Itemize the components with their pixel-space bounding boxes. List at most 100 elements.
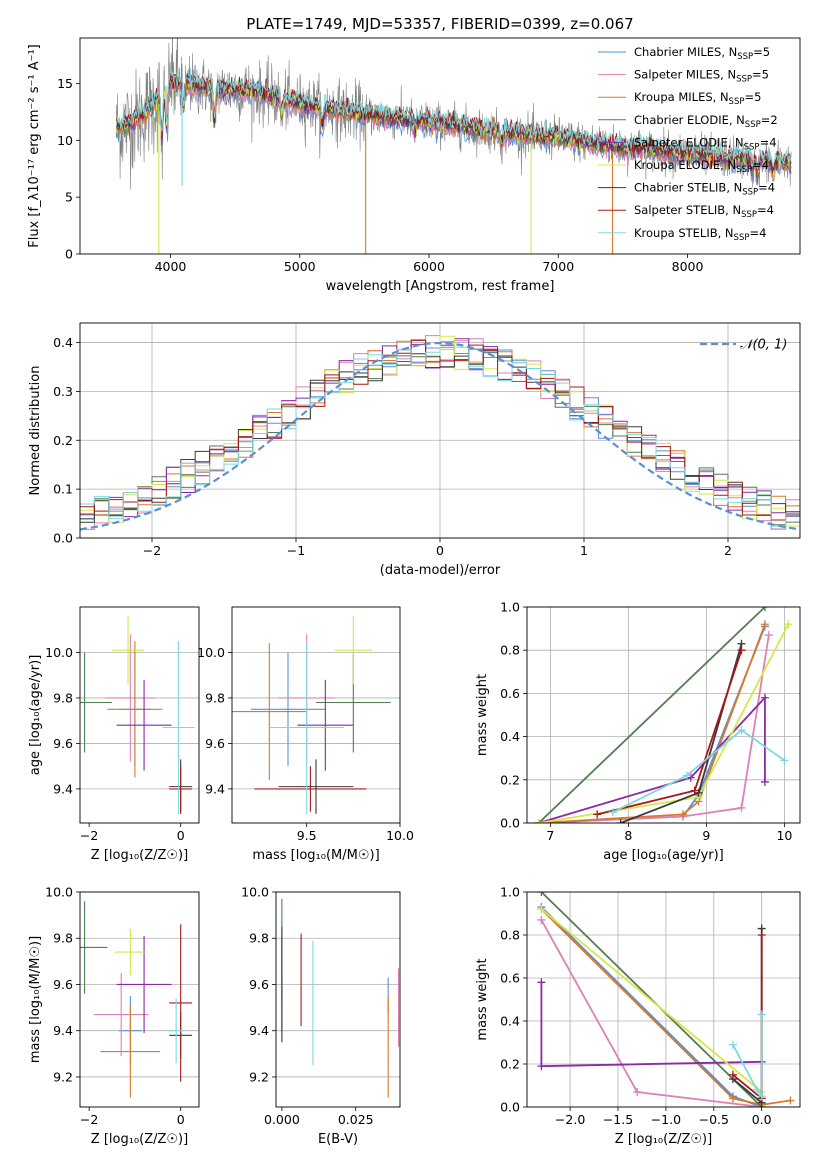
y-tick-label: 0.2	[53, 433, 73, 448]
histogram-salpeter-stelib	[80, 339, 800, 521]
series-kroupa-miles	[534, 620, 769, 823]
errorbar-kroupa-elodie	[334, 616, 372, 685]
massweight-vs-age-panel: 7 8 9 10 0.0 0.2 0.4 0.6 0.8 1.0 age [log₁₀(age/yr…	[475, 600, 801, 863]
x-tick-label: −1.5	[603, 1112, 633, 1127]
errorbar-kroupa-miles	[232, 643, 307, 780]
legend-label: Kroupa STELIB, NSSP=4	[634, 226, 766, 243]
legend-sub: SSP	[737, 52, 753, 62]
point-marker	[608, 808, 617, 817]
series-salpeter-stelib	[593, 646, 746, 819]
errorbar-salpeter-miles	[105, 634, 156, 762]
legend-n: =4	[757, 203, 774, 217]
y-tick-label: 0.4	[500, 729, 520, 744]
errorbar-kroupa-stelib	[269, 641, 344, 814]
point-marker	[616, 819, 625, 823]
point-marker	[752, 1085, 761, 1094]
legend-sub: SSP	[736, 165, 752, 175]
x-tick-label: 0	[436, 543, 444, 558]
y-tick-label: 9.4	[53, 1023, 73, 1038]
errorbar-salpeter-elodie	[116, 679, 172, 771]
legend-name: Salpeter STELIB, N	[634, 203, 741, 217]
legend-label: Chabrier STELIB, NSSP=4	[634, 181, 775, 198]
x-tick-label: 7000	[542, 259, 574, 274]
point-marker	[764, 631, 773, 640]
y-tick-label: 9.6	[249, 977, 269, 992]
series-line	[538, 695, 766, 823]
x-tick-label: 7	[546, 828, 554, 843]
y-tick-label: 0.3	[53, 384, 73, 399]
series-line	[538, 623, 766, 823]
axes-frame	[79, 322, 801, 539]
legend-name: Kroupa STELIB, N	[634, 226, 734, 240]
series-line	[540, 908, 791, 1106]
point-marker	[760, 607, 769, 611]
legend-sub: SSP	[741, 210, 757, 220]
series-chabrier-stelib	[616, 639, 746, 823]
legend-label: Chabrier MILES, NSSP=5	[634, 45, 770, 62]
legend-sub: SSP	[744, 142, 760, 152]
errorbars	[232, 616, 391, 814]
series-kroupa-stelib	[728, 1010, 766, 1101]
y-tick-label: 9.6	[53, 977, 73, 992]
x-axis-label: Z [log₁₀(Z/Z☉)]	[91, 1132, 188, 1147]
point-marker	[537, 978, 546, 987]
errorbar-chabrier-miles	[250, 652, 326, 767]
legend-sub: SSP	[742, 188, 758, 198]
axes-frame	[231, 606, 401, 824]
x-tick-label: 5000	[284, 259, 316, 274]
legend-sub: SSP	[734, 233, 750, 243]
spectrum-panel: 4000 5000 6000 7000 8000 0 5 10 15 wavelength [An…	[27, 37, 801, 294]
x-tick-label: 9	[702, 828, 710, 843]
errorbar-chabrier-elodie	[80, 901, 108, 994]
x-axis-label: mass [log₁₀(M/M☉)]	[252, 848, 379, 863]
x-tick-label: 6000	[413, 259, 445, 274]
axes-frame	[526, 606, 801, 824]
x-tick-label: 0.000	[264, 1112, 300, 1127]
x-tick-label: 8000	[672, 259, 704, 274]
x-tick-label: 0.025	[338, 1112, 374, 1127]
point-marker	[679, 810, 687, 819]
y-tick-label: 10.0	[241, 885, 269, 900]
x-tick-label: 10	[776, 828, 792, 843]
errorbar-chabrier-stelib	[278, 759, 354, 814]
y-tick-label: 9.4	[249, 1023, 269, 1038]
series-line	[540, 982, 762, 1068]
x-tick-label: 2	[724, 543, 732, 558]
legend-n: =2	[761, 113, 778, 127]
errorbar-salpeter-elodie	[297, 679, 354, 771]
y-tick-label: 0.6	[500, 971, 520, 986]
y-tick-label: 5	[65, 190, 73, 205]
axes-frame	[79, 606, 200, 824]
y-tick-label: 0.1	[53, 482, 73, 497]
point-marker	[682, 771, 691, 780]
legend-label: Salpeter MILES, NSSP=5	[634, 68, 769, 85]
legend-name: Salpeter ELODIE, N	[634, 135, 744, 149]
point-marker	[784, 620, 793, 629]
series-salpeter-miles	[537, 915, 766, 1107]
x-tick-label: 8	[624, 828, 632, 843]
series-kroupa-elodie	[534, 620, 793, 823]
point-marker	[593, 810, 602, 819]
y-tick-label: 10	[57, 133, 73, 148]
y-tick-label: 1.0	[500, 885, 520, 900]
x-tick-label: −1.0	[651, 1112, 681, 1127]
point-marker	[737, 726, 746, 735]
age-vs-mass-panel: 9.5 10.0 9.4 9.6 9.8 10.0 mass [log₁₀(M/M☉)]	[197, 606, 414, 863]
point-marker	[537, 915, 546, 924]
legend-label-normal: 𝒩(0, 1)	[740, 338, 787, 353]
y-tick-label: 10.0	[197, 645, 225, 660]
point-marker	[728, 1040, 737, 1049]
x-tick-label: 10.0	[386, 828, 414, 843]
y-tick-label: 9.8	[53, 690, 73, 705]
x-axis-label: (data-model)/error	[380, 563, 501, 578]
point-marker	[780, 756, 789, 765]
point-marker	[537, 1062, 546, 1071]
y-axis-label: Normed distribution	[28, 366, 43, 496]
errorbar-chabrier-elodie	[80, 652, 113, 753]
y-tick-label: 15	[57, 76, 73, 91]
x-tick-label: 0.0	[752, 1112, 772, 1127]
y-tick-label: 0.0	[500, 1100, 520, 1115]
series-line	[612, 728, 785, 814]
errorbars	[80, 616, 195, 814]
